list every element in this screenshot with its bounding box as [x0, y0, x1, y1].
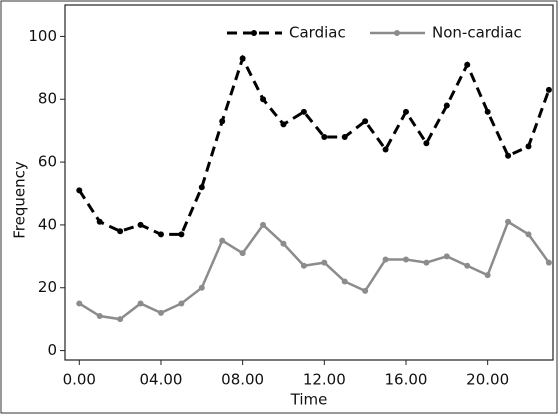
- series-point: [157, 309, 164, 316]
- series-point: [505, 218, 512, 225]
- series-point: [505, 152, 512, 159]
- series-point: [260, 221, 267, 228]
- y-tick-label: 80: [38, 90, 57, 108]
- series-point: [341, 133, 348, 140]
- series-point: [96, 218, 103, 225]
- series-point: [157, 231, 164, 238]
- series-point: [382, 146, 389, 153]
- series-point: [545, 86, 552, 93]
- series-point: [382, 256, 389, 263]
- series-point: [198, 184, 205, 191]
- series-point: [300, 108, 307, 115]
- x-tick-label: 12.00: [303, 371, 346, 389]
- series-point: [484, 272, 491, 279]
- series-point: [464, 61, 471, 68]
- series-line: [78, 54, 551, 236]
- series-line: [78, 219, 550, 321]
- series-point: [96, 313, 103, 320]
- y-axis-label: Frequency: [11, 161, 29, 239]
- series-point: [464, 262, 471, 269]
- series-point: [484, 108, 491, 115]
- y-tick-label: 100: [28, 27, 57, 45]
- series-point: [321, 133, 328, 140]
- series-point: [76, 187, 83, 194]
- series-point: [198, 284, 205, 291]
- series-point: [362, 287, 369, 294]
- x-tick-label: 20.00: [466, 371, 509, 389]
- x-axis-label: Time: [290, 391, 328, 409]
- series-point: [402, 256, 409, 263]
- series-point: [402, 108, 409, 115]
- series-point: [219, 237, 226, 244]
- series-point: [362, 118, 369, 125]
- series-point: [525, 231, 532, 238]
- series-point: [545, 259, 552, 266]
- series-point: [443, 102, 450, 109]
- legend-marker: [394, 30, 400, 36]
- y-tick-label: 40: [38, 215, 57, 233]
- plot-frame: [64, 4, 554, 361]
- series-point: [321, 259, 328, 266]
- series-point: [137, 300, 144, 307]
- series-point: [280, 121, 287, 128]
- series-point: [76, 300, 83, 307]
- y-tick-label: 0: [47, 341, 57, 359]
- series-point: [443, 253, 450, 260]
- series-point: [423, 140, 430, 147]
- series-point: [260, 96, 267, 103]
- y-tick-label: 60: [38, 153, 57, 171]
- series-point: [341, 278, 348, 285]
- legend-label: Non-cardiac: [432, 24, 522, 42]
- series-point: [117, 316, 124, 323]
- series-point: [300, 262, 307, 269]
- series-point: [423, 259, 430, 266]
- series-point: [137, 221, 144, 228]
- series-point: [178, 300, 185, 307]
- legend-label: Cardiac: [289, 24, 346, 42]
- series-point: [525, 143, 532, 150]
- series-point: [239, 55, 246, 62]
- series-point: [239, 250, 246, 257]
- x-tick-label: 04.00: [139, 371, 182, 389]
- series-point: [178, 231, 185, 238]
- x-tick-label: 08.00: [221, 371, 264, 389]
- x-tick-label: 0.00: [63, 371, 96, 389]
- series-point: [219, 118, 226, 125]
- series-point: [280, 240, 287, 247]
- y-tick-label: 20: [38, 278, 57, 296]
- x-tick-label: 16.00: [385, 371, 428, 389]
- series-point: [117, 228, 124, 235]
- legend-marker: [251, 30, 257, 36]
